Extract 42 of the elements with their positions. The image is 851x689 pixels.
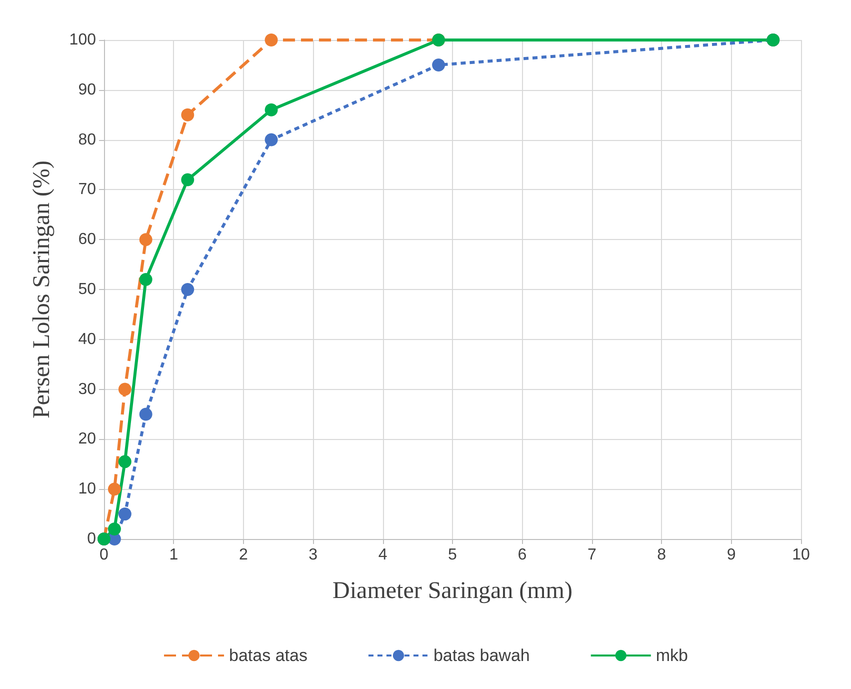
x-tick-label: 1 bbox=[169, 546, 178, 564]
point bbox=[432, 58, 446, 72]
legend-label: batas bawah bbox=[433, 646, 530, 665]
point bbox=[139, 233, 152, 246]
legend-label: batas atas bbox=[229, 646, 308, 665]
point bbox=[139, 408, 152, 421]
x-tick-label: 0 bbox=[100, 546, 109, 564]
point bbox=[118, 382, 132, 396]
y-tick-label: 90 bbox=[78, 81, 96, 98]
x-tick-label: 10 bbox=[792, 546, 810, 564]
point bbox=[264, 133, 278, 146]
point bbox=[118, 455, 132, 468]
point bbox=[181, 173, 194, 186]
legend-label: mkb bbox=[656, 646, 688, 665]
x-tick-label: 9 bbox=[726, 546, 736, 564]
y-tick-label: 70 bbox=[78, 181, 96, 198]
point bbox=[118, 508, 132, 521]
y-tick-label: 30 bbox=[78, 380, 96, 398]
x-axis-title: Diameter Saringan (mm) bbox=[332, 578, 572, 604]
point bbox=[264, 103, 278, 116]
y-tick-label: 50 bbox=[78, 281, 96, 298]
point bbox=[181, 108, 194, 122]
y-tick-label: 0 bbox=[87, 530, 96, 548]
y-tick-label: 10 bbox=[78, 480, 96, 498]
point bbox=[108, 522, 121, 536]
x-tick-label: 8 bbox=[657, 546, 666, 564]
y-tick-label: 100 bbox=[69, 32, 96, 48]
y-tick-label: 40 bbox=[78, 330, 96, 348]
y-axis-title: Persen Lolos Saringan (%) bbox=[29, 160, 55, 418]
point bbox=[181, 283, 194, 296]
y-tick-label: 60 bbox=[78, 231, 96, 248]
y-tick-label: 20 bbox=[78, 430, 96, 448]
x-tick-label: 5 bbox=[448, 546, 458, 564]
x-tick-label: 4 bbox=[378, 546, 388, 564]
point bbox=[264, 34, 278, 46]
x-tick-label: 2 bbox=[238, 546, 248, 564]
x-tick-label: 3 bbox=[308, 546, 318, 564]
point bbox=[108, 482, 121, 496]
x-tick-label: 7 bbox=[587, 546, 596, 564]
point bbox=[139, 273, 152, 286]
y-tick-label: 80 bbox=[78, 131, 96, 148]
x-tick-label: 6 bbox=[518, 546, 527, 564]
